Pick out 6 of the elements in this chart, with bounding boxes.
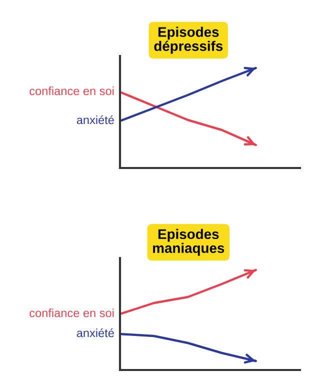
series-label: anxiété (76, 328, 114, 338)
chart-title: Episodes dépressifs (154, 26, 223, 54)
series-label: anxiété (76, 115, 114, 124)
chart-title: Episodes maniaques (153, 228, 224, 256)
series-label: confiance en soi (30, 86, 114, 96)
series-label: confiance en soi (30, 308, 114, 318)
